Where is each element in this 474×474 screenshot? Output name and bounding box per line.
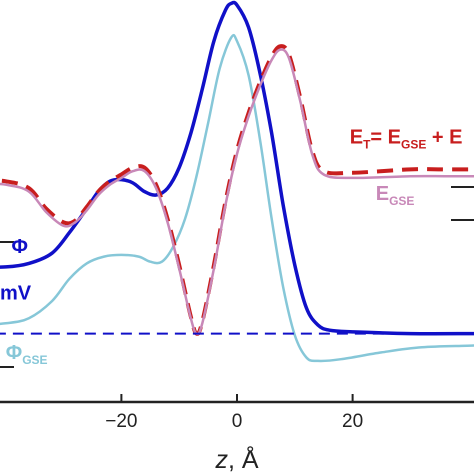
x-tick-label: 0 <box>232 411 243 432</box>
mv-label: mV <box>0 282 32 304</box>
plot-area <box>0 0 474 363</box>
x-axis-label: z, Å <box>214 444 258 474</box>
annotation-layer: ΦmV ΦGSE ET= EGSE + E EGSE <box>0 127 462 368</box>
legend-marks <box>0 186 474 368</box>
et-label: ET= EGSE + E <box>350 127 463 152</box>
x-axis-unit: , Å <box>228 444 259 474</box>
egse-label: EGSE <box>376 183 415 208</box>
phi-gse-label: ΦGSE <box>6 342 48 367</box>
phi-label: Φ <box>12 236 28 258</box>
series-line--gse <box>0 33 474 363</box>
x-axis-var: z <box>214 446 228 474</box>
series-layer <box>0 0 474 363</box>
x-tick-label: −20 <box>105 411 137 432</box>
tick-layer: −20 0 20 <box>105 394 363 432</box>
series-line-e-t <box>0 44 474 336</box>
x-tick-label: 20 <box>342 411 363 432</box>
series-line-e-gse <box>0 48 474 336</box>
